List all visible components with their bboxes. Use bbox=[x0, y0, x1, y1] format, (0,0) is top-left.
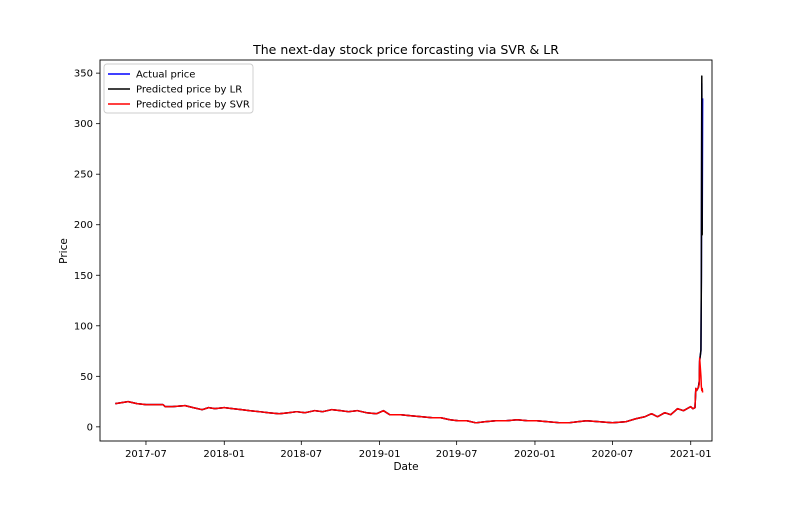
y-axis-label: Price bbox=[58, 238, 70, 264]
x-tick-label-6: 2020-01 bbox=[514, 449, 556, 460]
x-axis: 2017-07 2018-01 2018-07 2019-01 2019-07 2020-… bbox=[125, 441, 712, 460]
x-tick-label-5: 2019-07 bbox=[436, 449, 478, 460]
legend: Actual price Predicted price by LR Predict… bbox=[103, 63, 254, 114]
legend-label-3: Predicted price by SVR bbox=[136, 100, 250, 111]
x-axis-label: Date bbox=[393, 461, 418, 473]
y-tick-label-2: 50 bbox=[80, 372, 93, 383]
y-axis: 0 50 100 150 200 250 300 350 bbox=[74, 69, 100, 433]
x-tick-label-8: 2021-01 bbox=[670, 449, 712, 460]
y-tick-label-3: 100 bbox=[74, 321, 93, 332]
y-tick-label-6: 250 bbox=[74, 170, 93, 181]
x-tick-label-3: 2018-07 bbox=[280, 449, 322, 460]
y-tick-label-5: 200 bbox=[74, 220, 93, 231]
y-tick-label-7: 300 bbox=[74, 119, 93, 130]
axes-frame bbox=[99, 59, 713, 442]
x-tick-label-2: 2018-01 bbox=[203, 449, 245, 460]
legend-box bbox=[103, 63, 254, 114]
chart-title: The next-day stock price forcasting via … bbox=[252, 42, 559, 57]
series-layer bbox=[115, 75, 704, 424]
x-tick-label-7: 2020-07 bbox=[592, 449, 634, 460]
legend-label-2: Predicted price by LR bbox=[136, 85, 242, 96]
y-tick-label-8: 350 bbox=[74, 69, 93, 80]
x-tick-label-4: 2019-01 bbox=[359, 449, 401, 460]
plot-area bbox=[99, 59, 713, 442]
series-line-3 bbox=[115, 357, 704, 424]
y-tick-label-1: 0 bbox=[87, 422, 93, 433]
legend-label-1: Actual price bbox=[136, 70, 195, 81]
y-tick-label-4: 150 bbox=[74, 271, 93, 282]
legend-items: Actual price Predicted price by LR Predict… bbox=[108, 70, 250, 111]
x-tick-label-1: 2017-07 bbox=[125, 449, 167, 460]
